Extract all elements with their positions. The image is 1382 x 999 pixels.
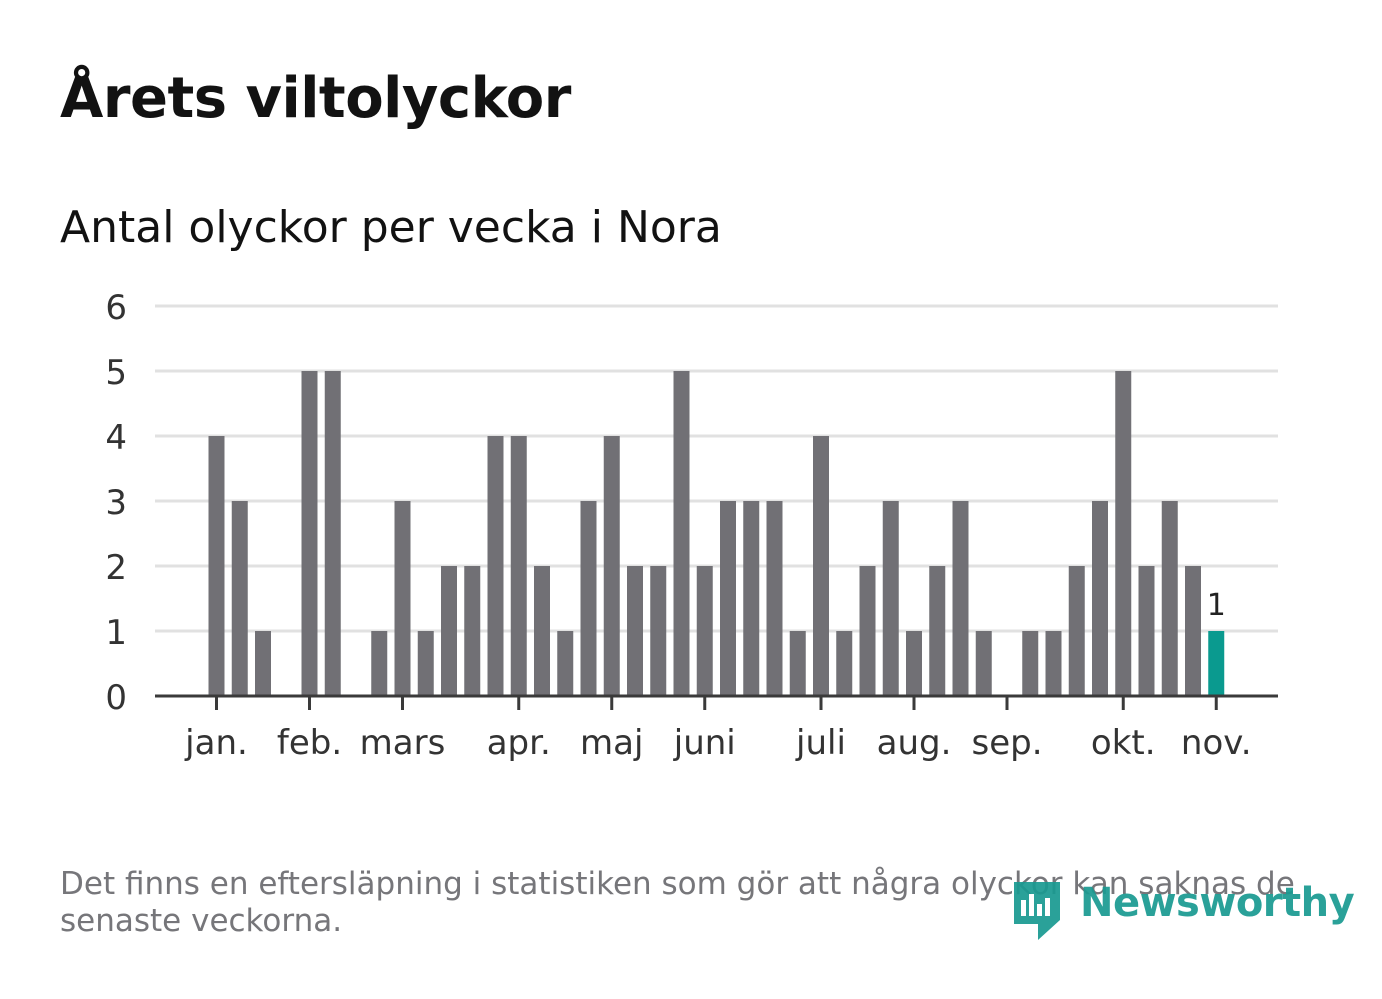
- x-tick-label: sep.: [971, 723, 1042, 763]
- bar: [580, 501, 597, 696]
- bar: [464, 566, 481, 696]
- bar: [255, 631, 271, 696]
- bar: [1092, 501, 1108, 696]
- bar: [603, 436, 620, 696]
- bar: [696, 566, 713, 696]
- bar: [975, 631, 992, 696]
- bar: [673, 371, 690, 696]
- data-labels: 1: [1207, 588, 1226, 623]
- footnote: Det finns en eftersläpning i statistiken…: [60, 866, 1295, 939]
- y-tick-label: 2: [105, 548, 127, 588]
- bar: [627, 566, 643, 696]
- brand-logo: Newsworthy: [1010, 874, 1355, 944]
- y-tick-label: 4: [105, 418, 127, 458]
- x-tick-label: mars: [360, 723, 446, 763]
- x-tick-label: okt.: [1091, 723, 1156, 763]
- bar: [487, 436, 504, 696]
- bar: [1045, 631, 1062, 696]
- bar: [952, 501, 969, 696]
- x-tick-label: juni: [673, 723, 736, 763]
- x-axis: jan. feb. mars apr. maj juni juli aug. sep. okt. n…: [155, 694, 1278, 763]
- chart-title: Årets viltolyckor: [60, 66, 571, 131]
- y-tick-label: 5: [105, 353, 127, 393]
- bar: [906, 631, 922, 696]
- y-tick-label: 1: [105, 613, 127, 653]
- bar: [441, 566, 457, 696]
- bar: [510, 436, 527, 696]
- bars: [208, 371, 1225, 696]
- bar: [1115, 371, 1132, 696]
- bar: [650, 566, 667, 696]
- bar: [301, 371, 318, 696]
- bar: [766, 501, 783, 696]
- x-tick-label: maj: [580, 723, 643, 763]
- bar: [208, 436, 225, 696]
- chart-subtitle: Antal olyckor per vecka i Nora: [60, 202, 722, 253]
- bar: [1068, 566, 1085, 696]
- bar: [1185, 566, 1201, 696]
- x-tick-label: aug.: [877, 723, 952, 763]
- bar: [534, 566, 550, 696]
- bar: [394, 501, 411, 696]
- bar: [836, 631, 853, 696]
- bar: [859, 566, 876, 696]
- bar: [1161, 501, 1178, 696]
- bar: [743, 501, 760, 696]
- y-axis-ticks: 0 1 2 3 4 5 6: [105, 288, 127, 718]
- x-tick-label: feb.: [277, 723, 342, 763]
- bar: [882, 501, 899, 696]
- bar: [557, 631, 574, 696]
- bar: [1022, 631, 1039, 696]
- y-tick-label: 3: [105, 483, 127, 523]
- newsworthy-logo-icon: [1014, 882, 1060, 940]
- x-tick-label: apr.: [487, 723, 551, 763]
- bar: [720, 501, 736, 696]
- gridlines: [155, 304, 1278, 633]
- brand-name: Newsworthy: [1080, 880, 1355, 926]
- bar: [371, 631, 388, 696]
- bar-chart: 0 1 2 3 4 5 6 jan. feb. mars apr. maj juni juli aug. s…: [105, 288, 1278, 763]
- bar: [1138, 566, 1155, 696]
- y-tick-label: 6: [105, 288, 127, 328]
- bar-highlight: [1208, 631, 1225, 696]
- x-tick-label: juli: [795, 723, 846, 763]
- bar: [324, 371, 341, 696]
- bar: [417, 631, 434, 696]
- data-label: 1: [1207, 588, 1226, 623]
- x-tick-label: nov.: [1181, 723, 1252, 763]
- bar: [789, 631, 806, 696]
- bar: [813, 436, 829, 696]
- y-tick-label: 0: [105, 678, 127, 718]
- bar: [231, 501, 248, 696]
- bar: [929, 566, 946, 696]
- x-tick-label: jan.: [184, 723, 248, 763]
